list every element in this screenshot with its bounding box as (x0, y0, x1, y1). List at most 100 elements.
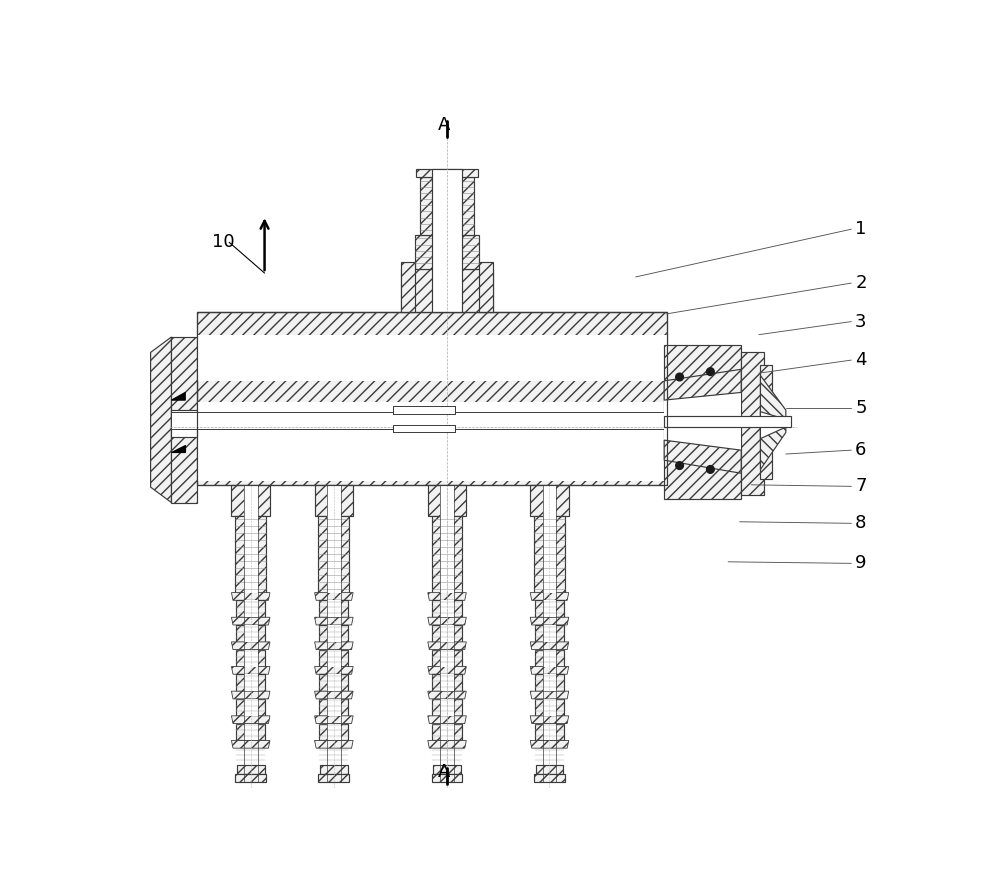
Polygon shape (664, 391, 741, 452)
Polygon shape (432, 169, 462, 312)
Text: A: A (438, 116, 450, 134)
Text: 4: 4 (855, 351, 867, 369)
Polygon shape (428, 485, 466, 515)
Polygon shape (315, 617, 353, 625)
Polygon shape (319, 724, 348, 740)
Polygon shape (171, 392, 185, 401)
Text: 8: 8 (855, 514, 867, 532)
Polygon shape (433, 765, 461, 774)
Polygon shape (664, 416, 791, 427)
Polygon shape (440, 515, 454, 592)
Polygon shape (428, 592, 466, 600)
Polygon shape (327, 699, 341, 716)
Polygon shape (197, 439, 666, 481)
Polygon shape (534, 515, 565, 592)
Polygon shape (536, 765, 563, 774)
Polygon shape (432, 625, 462, 642)
Polygon shape (428, 667, 466, 675)
Polygon shape (197, 335, 666, 381)
Polygon shape (416, 169, 478, 177)
Polygon shape (315, 667, 353, 675)
Polygon shape (535, 724, 564, 740)
Polygon shape (231, 716, 270, 724)
Polygon shape (231, 667, 270, 675)
Polygon shape (432, 600, 462, 617)
Polygon shape (171, 444, 185, 452)
Polygon shape (315, 642, 353, 650)
Polygon shape (530, 617, 569, 625)
Text: 7: 7 (855, 478, 867, 495)
Polygon shape (440, 600, 454, 617)
Polygon shape (543, 600, 556, 617)
Polygon shape (760, 411, 786, 439)
Circle shape (707, 367, 714, 375)
Polygon shape (428, 691, 466, 699)
Polygon shape (319, 699, 348, 716)
Polygon shape (320, 765, 348, 774)
Text: 1: 1 (855, 220, 867, 238)
Polygon shape (543, 699, 556, 716)
Polygon shape (236, 625, 265, 642)
Polygon shape (244, 724, 258, 740)
Polygon shape (440, 699, 454, 716)
Polygon shape (393, 425, 455, 433)
Polygon shape (171, 337, 197, 503)
Polygon shape (171, 411, 664, 428)
Polygon shape (318, 515, 349, 592)
Polygon shape (231, 617, 270, 625)
Polygon shape (315, 716, 353, 724)
Polygon shape (440, 625, 454, 642)
Polygon shape (432, 699, 462, 716)
Polygon shape (428, 716, 466, 724)
Polygon shape (327, 515, 341, 592)
Text: 9: 9 (855, 555, 867, 573)
Polygon shape (535, 675, 564, 691)
Circle shape (676, 461, 683, 470)
Polygon shape (664, 369, 741, 401)
Polygon shape (327, 625, 341, 642)
Polygon shape (543, 650, 556, 667)
Polygon shape (327, 650, 341, 667)
Polygon shape (543, 675, 556, 691)
Polygon shape (420, 177, 474, 235)
Polygon shape (244, 600, 258, 617)
Polygon shape (530, 691, 569, 699)
Polygon shape (231, 691, 270, 699)
Polygon shape (171, 410, 197, 437)
Polygon shape (244, 625, 258, 642)
Polygon shape (231, 740, 270, 748)
Polygon shape (530, 667, 569, 675)
Text: 5: 5 (855, 399, 867, 417)
Polygon shape (151, 337, 171, 503)
Polygon shape (664, 440, 741, 473)
Polygon shape (231, 592, 270, 600)
Text: 6: 6 (855, 441, 867, 459)
Polygon shape (315, 485, 353, 515)
Polygon shape (327, 485, 341, 515)
Polygon shape (428, 642, 466, 650)
Polygon shape (244, 515, 258, 592)
Polygon shape (236, 600, 265, 617)
Polygon shape (428, 740, 466, 748)
Polygon shape (237, 765, 265, 774)
Polygon shape (760, 366, 772, 479)
Polygon shape (318, 774, 349, 782)
Polygon shape (543, 625, 556, 642)
Polygon shape (741, 352, 764, 495)
Polygon shape (319, 625, 348, 642)
Polygon shape (428, 617, 466, 625)
Circle shape (676, 373, 683, 381)
Polygon shape (543, 485, 556, 515)
Polygon shape (197, 402, 666, 452)
Polygon shape (244, 675, 258, 691)
Polygon shape (535, 625, 564, 642)
Polygon shape (543, 724, 556, 740)
Polygon shape (535, 650, 564, 667)
Polygon shape (535, 600, 564, 617)
Polygon shape (534, 774, 565, 782)
Polygon shape (530, 592, 569, 600)
Polygon shape (440, 650, 454, 667)
Polygon shape (315, 740, 353, 748)
Polygon shape (530, 642, 569, 650)
Polygon shape (315, 592, 353, 600)
